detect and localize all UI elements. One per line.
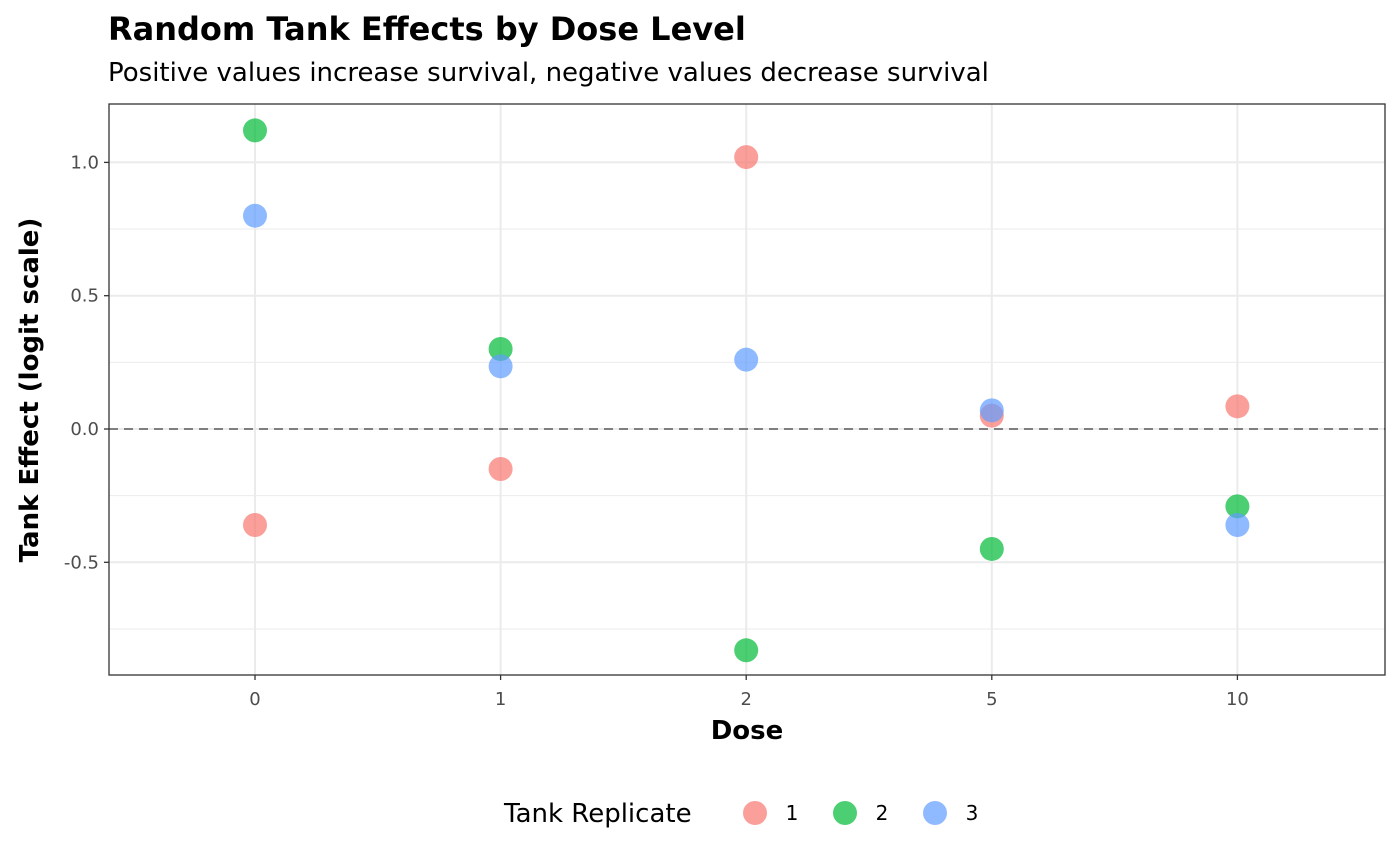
- data-point: [243, 118, 267, 143]
- legend-label: 3: [966, 801, 979, 825]
- legend-label: 1: [786, 801, 799, 825]
- legend-key: [743, 801, 767, 825]
- data-point: [979, 398, 1004, 423]
- data-point: [1225, 394, 1250, 419]
- data-point: [243, 203, 267, 228]
- y-axis-ticks: -0.5 0.0 0.5 1.0: [64, 152, 109, 573]
- data-point: [734, 145, 759, 170]
- data-points: [243, 118, 1250, 663]
- legend-label: 2: [876, 801, 889, 825]
- y-tick-label: 0.0: [70, 419, 99, 440]
- legend: Tank Replicate 1 2 3: [503, 799, 978, 829]
- legend-key: [833, 801, 857, 825]
- data-point: [488, 456, 513, 481]
- data-point: [1225, 512, 1250, 537]
- data-point: [1225, 494, 1250, 519]
- data-point: [488, 354, 513, 379]
- y-tick-label: 0.5: [70, 286, 99, 307]
- legend-title: Tank Replicate: [503, 799, 692, 829]
- data-point: [734, 638, 759, 663]
- y-axis-title: Tank Effect (logit scale): [15, 218, 45, 563]
- x-axis-ticks: 0 1 2 5 10: [249, 675, 1249, 710]
- chart-title: Random Tank Effects by Dose Level: [108, 10, 746, 48]
- x-tick-label: 2: [740, 689, 751, 710]
- data-point: [979, 536, 1004, 561]
- legend-key: [923, 801, 947, 825]
- x-tick-label: 10: [1226, 689, 1249, 710]
- data-point: [488, 337, 513, 362]
- y-tick-label: -0.5: [64, 552, 99, 573]
- y-tick-label: 1.0: [70, 152, 99, 173]
- x-tick-label: 5: [986, 689, 997, 710]
- plot-panel-border: [108, 103, 1386, 676]
- data-point: [734, 347, 759, 372]
- x-tick-label: 0: [249, 689, 260, 710]
- chart-subtitle: Positive values increase survival, negat…: [108, 58, 989, 88]
- data-point: [243, 512, 267, 537]
- x-tick-label: 1: [495, 689, 506, 710]
- x-axis-title: Dose: [711, 716, 784, 746]
